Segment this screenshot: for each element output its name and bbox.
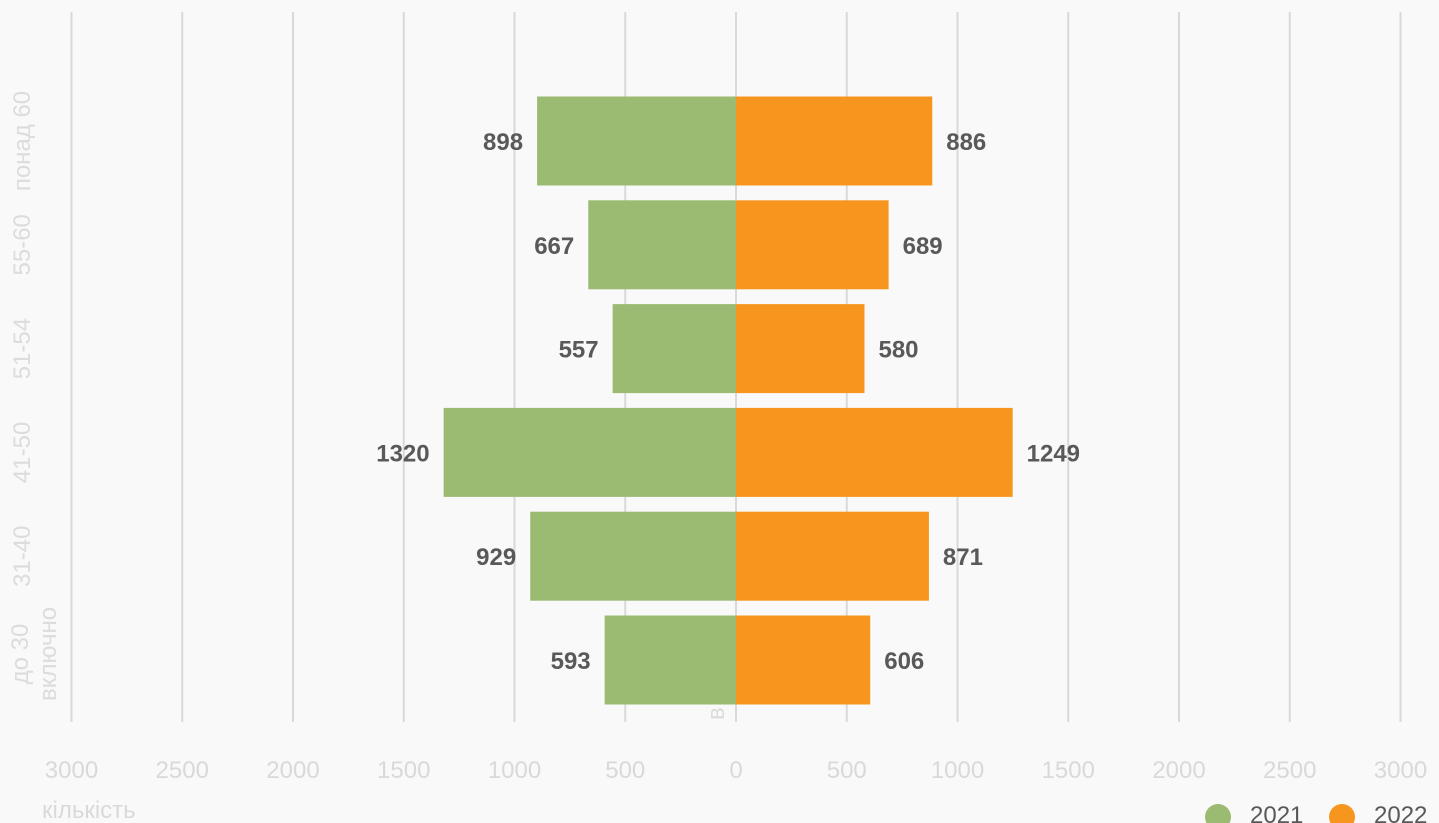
data-label-2021: 1320 xyxy=(376,440,429,467)
x-tick-label: 1500 xyxy=(377,757,430,784)
data-label-2021: 667 xyxy=(534,233,574,260)
x-axis-title: кількість xyxy=(42,797,136,823)
data-label-2022: 886 xyxy=(946,129,986,156)
bar-2022 xyxy=(736,511,929,601)
center-marker-label: в xyxy=(703,707,730,720)
x-tick-label: 500 xyxy=(827,757,867,784)
x-tick-label: 3000 xyxy=(1374,757,1427,784)
x-tick-label: 3000 xyxy=(45,757,98,784)
bar-2022 xyxy=(736,615,871,705)
x-tick-label: 2500 xyxy=(1263,757,1316,784)
legend-label-2021: 2021 xyxy=(1250,802,1303,823)
category-label: 51-54 xyxy=(9,318,36,379)
x-tick-label: 500 xyxy=(605,757,645,784)
x-tick-label: 1000 xyxy=(931,757,984,784)
category-label: 31-40 xyxy=(9,526,36,587)
bar-2021 xyxy=(443,407,736,497)
bar-2021 xyxy=(588,200,736,290)
x-tick-label: 2000 xyxy=(266,757,319,784)
data-label-2021: 557 xyxy=(559,337,599,364)
category-labels: до 30включно 31-40 41-50 51-54 55-60 понад 60 xyxy=(7,91,62,701)
data-label-2022: 580 xyxy=(878,337,918,364)
bar-2021 xyxy=(537,96,736,186)
data-label-2021: 593 xyxy=(551,648,591,675)
legend-label-2022: 2022 xyxy=(1374,802,1427,823)
x-tick-label: 2500 xyxy=(156,757,209,784)
bar-2022 xyxy=(736,96,933,186)
x-tick-label: 2000 xyxy=(1152,757,1205,784)
x-tick-label: 1000 xyxy=(488,757,541,784)
data-label-2021: 898 xyxy=(483,129,523,156)
bar-2021 xyxy=(604,615,736,705)
data-label-2022: 689 xyxy=(903,233,943,260)
bar-2022 xyxy=(736,200,889,290)
x-tick-labels: 3000 2500 2000 1500 1000 500 0 500 1000 1500 2000 2… xyxy=(45,757,1427,784)
bars xyxy=(443,96,1013,705)
bar-2021 xyxy=(530,511,736,601)
data-label-2022: 606 xyxy=(884,648,924,675)
x-tick-label: 1500 xyxy=(1042,757,1095,784)
data-label-2022: 871 xyxy=(943,544,983,571)
data-label-2021: 929 xyxy=(476,544,516,571)
legend-marker-2022 xyxy=(1329,804,1355,823)
category-label: до 30включно xyxy=(7,607,62,701)
bar-2021 xyxy=(612,304,736,394)
data-label-2022: 1249 xyxy=(1027,440,1080,467)
category-label: 55-60 xyxy=(9,214,36,275)
category-label: понад 60 xyxy=(9,91,36,191)
legend: 2021 2022 xyxy=(1205,802,1427,823)
legend-marker-2021 xyxy=(1205,804,1231,823)
x-tick-label: 0 xyxy=(729,757,742,784)
bar-2022 xyxy=(736,304,865,394)
bar-2022 xyxy=(736,407,1013,497)
category-label: 41-50 xyxy=(9,422,36,483)
data-labels: 593 606 929 871 1320 1249 557 580 667 689 898 886 xyxy=(376,129,1080,675)
